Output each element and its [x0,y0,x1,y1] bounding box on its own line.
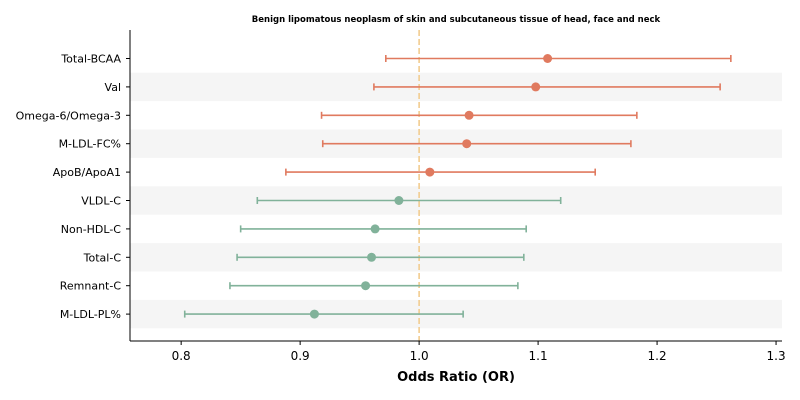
point-estimate [367,252,377,262]
y-tick-label: Omega-6/Omega-3 [16,109,121,122]
y-tick-label: VLDL-C [81,195,121,208]
point-estimate [464,110,474,120]
estimates [183,54,732,319]
y-tick-label: Non-HDL-C [61,223,122,236]
x-tick-label: 0.9 [291,349,310,363]
y-tick-label: ApoB/ApoA1 [53,166,121,179]
x-tick-label: 1.0 [410,349,429,363]
point-estimate [531,82,541,92]
y-tick-label: M-LDL-FC% [59,138,121,151]
y-tick-label: Remnant-C [60,280,122,293]
point-estimate [425,167,435,177]
y-tick-label: M-LDL-PL% [60,308,121,321]
point-estimate [543,54,553,63]
x-axis-label: Odds Ratio (OR) [397,370,515,385]
point-estimate [361,281,371,291]
point-estimate [370,224,380,234]
point-estimate [394,196,404,205]
point-estimate [462,139,472,149]
y-tick-label: Total-BCAA [60,53,121,66]
x-tick-label: 0.8 [172,349,191,363]
chart-title: Benign lipomatous neoplasm of skin and s… [252,15,661,25]
x-tick-label: 1.1 [529,349,548,363]
y-tick-label: Total-C [83,251,122,264]
x-tick-label: 1.3 [767,349,786,363]
y-axis-labels: Total-BCAA Val Omega-6/Omega-3 M-LDL-FC% Apo… [16,53,130,321]
y-tick-label: Val [105,81,121,94]
plot-frame [129,30,782,342]
x-tick-label: 1.2 [648,349,667,363]
point-estimate [309,309,319,319]
x-axis-ticks: 0.8 0.9 1.0 1.1 1.2 1.3 [172,341,786,363]
